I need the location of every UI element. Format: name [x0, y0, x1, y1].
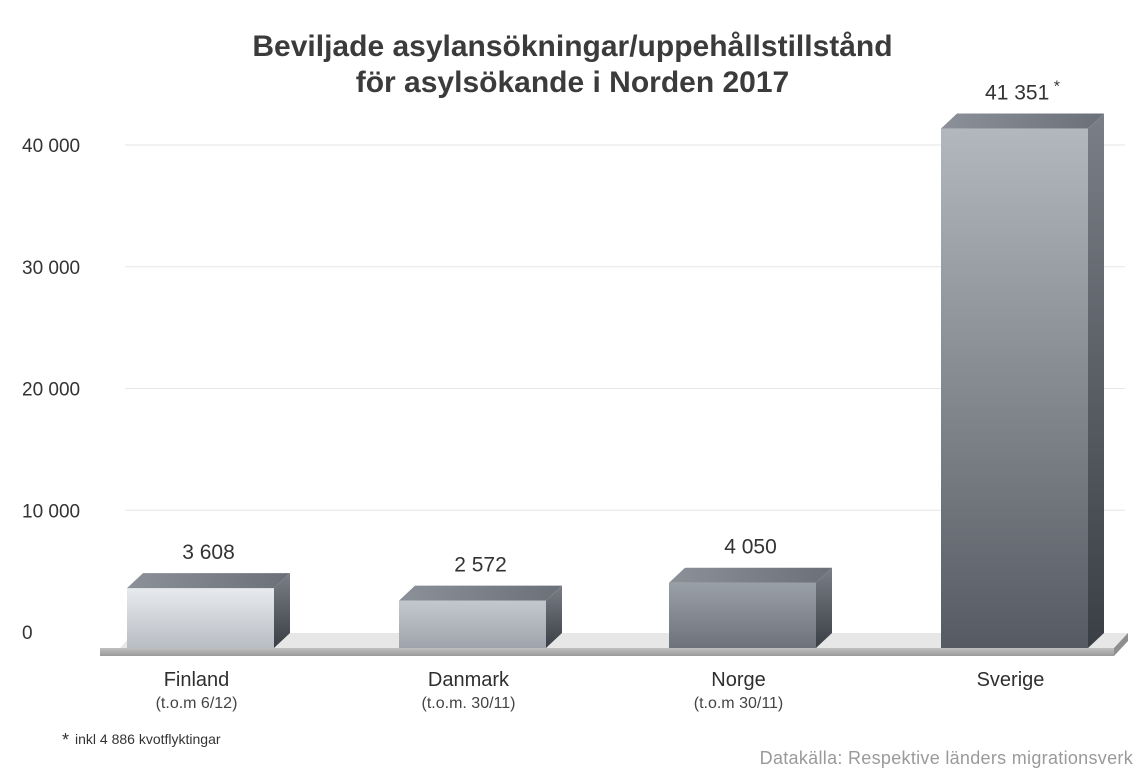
bar-side [546, 585, 562, 648]
x-category-sublabel: (t.o.m 6/12) [156, 695, 238, 712]
x-category-sublabel: (t.o.m. 30/11) [422, 695, 516, 712]
bar-norge [669, 567, 832, 648]
floor-top [120, 633, 1128, 648]
x-category-label: Danmark [428, 669, 510, 691]
footnote: * inkl 4 886 kvotflyktingar [62, 730, 221, 751]
bar-front [669, 582, 816, 648]
floor-side [1114, 633, 1128, 656]
data-source: Datakälla: Respektive länders migrations… [759, 748, 1133, 768]
chart-title-line-2: för asylsökande i Norden 2017 [355, 66, 790, 99]
value-label: 2 572 [454, 554, 507, 577]
value-label: 4 050 [724, 536, 777, 559]
y-tick-label: 0 [22, 623, 33, 644]
y-tick-label: 20 000 [22, 380, 80, 401]
x-category-label: Norge [711, 669, 765, 691]
bar-side [274, 573, 290, 648]
chart-title-line-1: Beviljade asylansökningar/uppehållstills… [252, 30, 893, 63]
bar-danmark [399, 585, 562, 648]
bar-top [669, 567, 832, 583]
x-category-label: Finland [164, 669, 230, 691]
footnote-mark: * [62, 730, 70, 750]
bar-side [1088, 113, 1104, 648]
x-category-label: Sverige [977, 669, 1045, 691]
value-label: 3 608 [182, 541, 235, 564]
y-tick-label: 10 000 [22, 501, 80, 522]
bar-front [127, 588, 274, 648]
y-tick-label: 40 000 [22, 136, 80, 157]
bar-finland [127, 573, 290, 648]
bar-top [127, 573, 290, 589]
floor-front [100, 648, 1114, 656]
value-mark: * [1049, 79, 1060, 96]
bar-top [941, 113, 1104, 129]
value-label: 41 351 * [985, 79, 1060, 105]
bar-top [399, 585, 562, 601]
bar-sverige [941, 113, 1104, 648]
bar-front [941, 128, 1088, 648]
bar-side [816, 567, 832, 648]
x-category-sublabel: (t.o.m 30/11) [694, 695, 784, 712]
bar-front [399, 600, 546, 648]
y-tick-label: 30 000 [22, 258, 80, 279]
footnote-text: inkl 4 886 kvotflyktingar [75, 731, 221, 747]
